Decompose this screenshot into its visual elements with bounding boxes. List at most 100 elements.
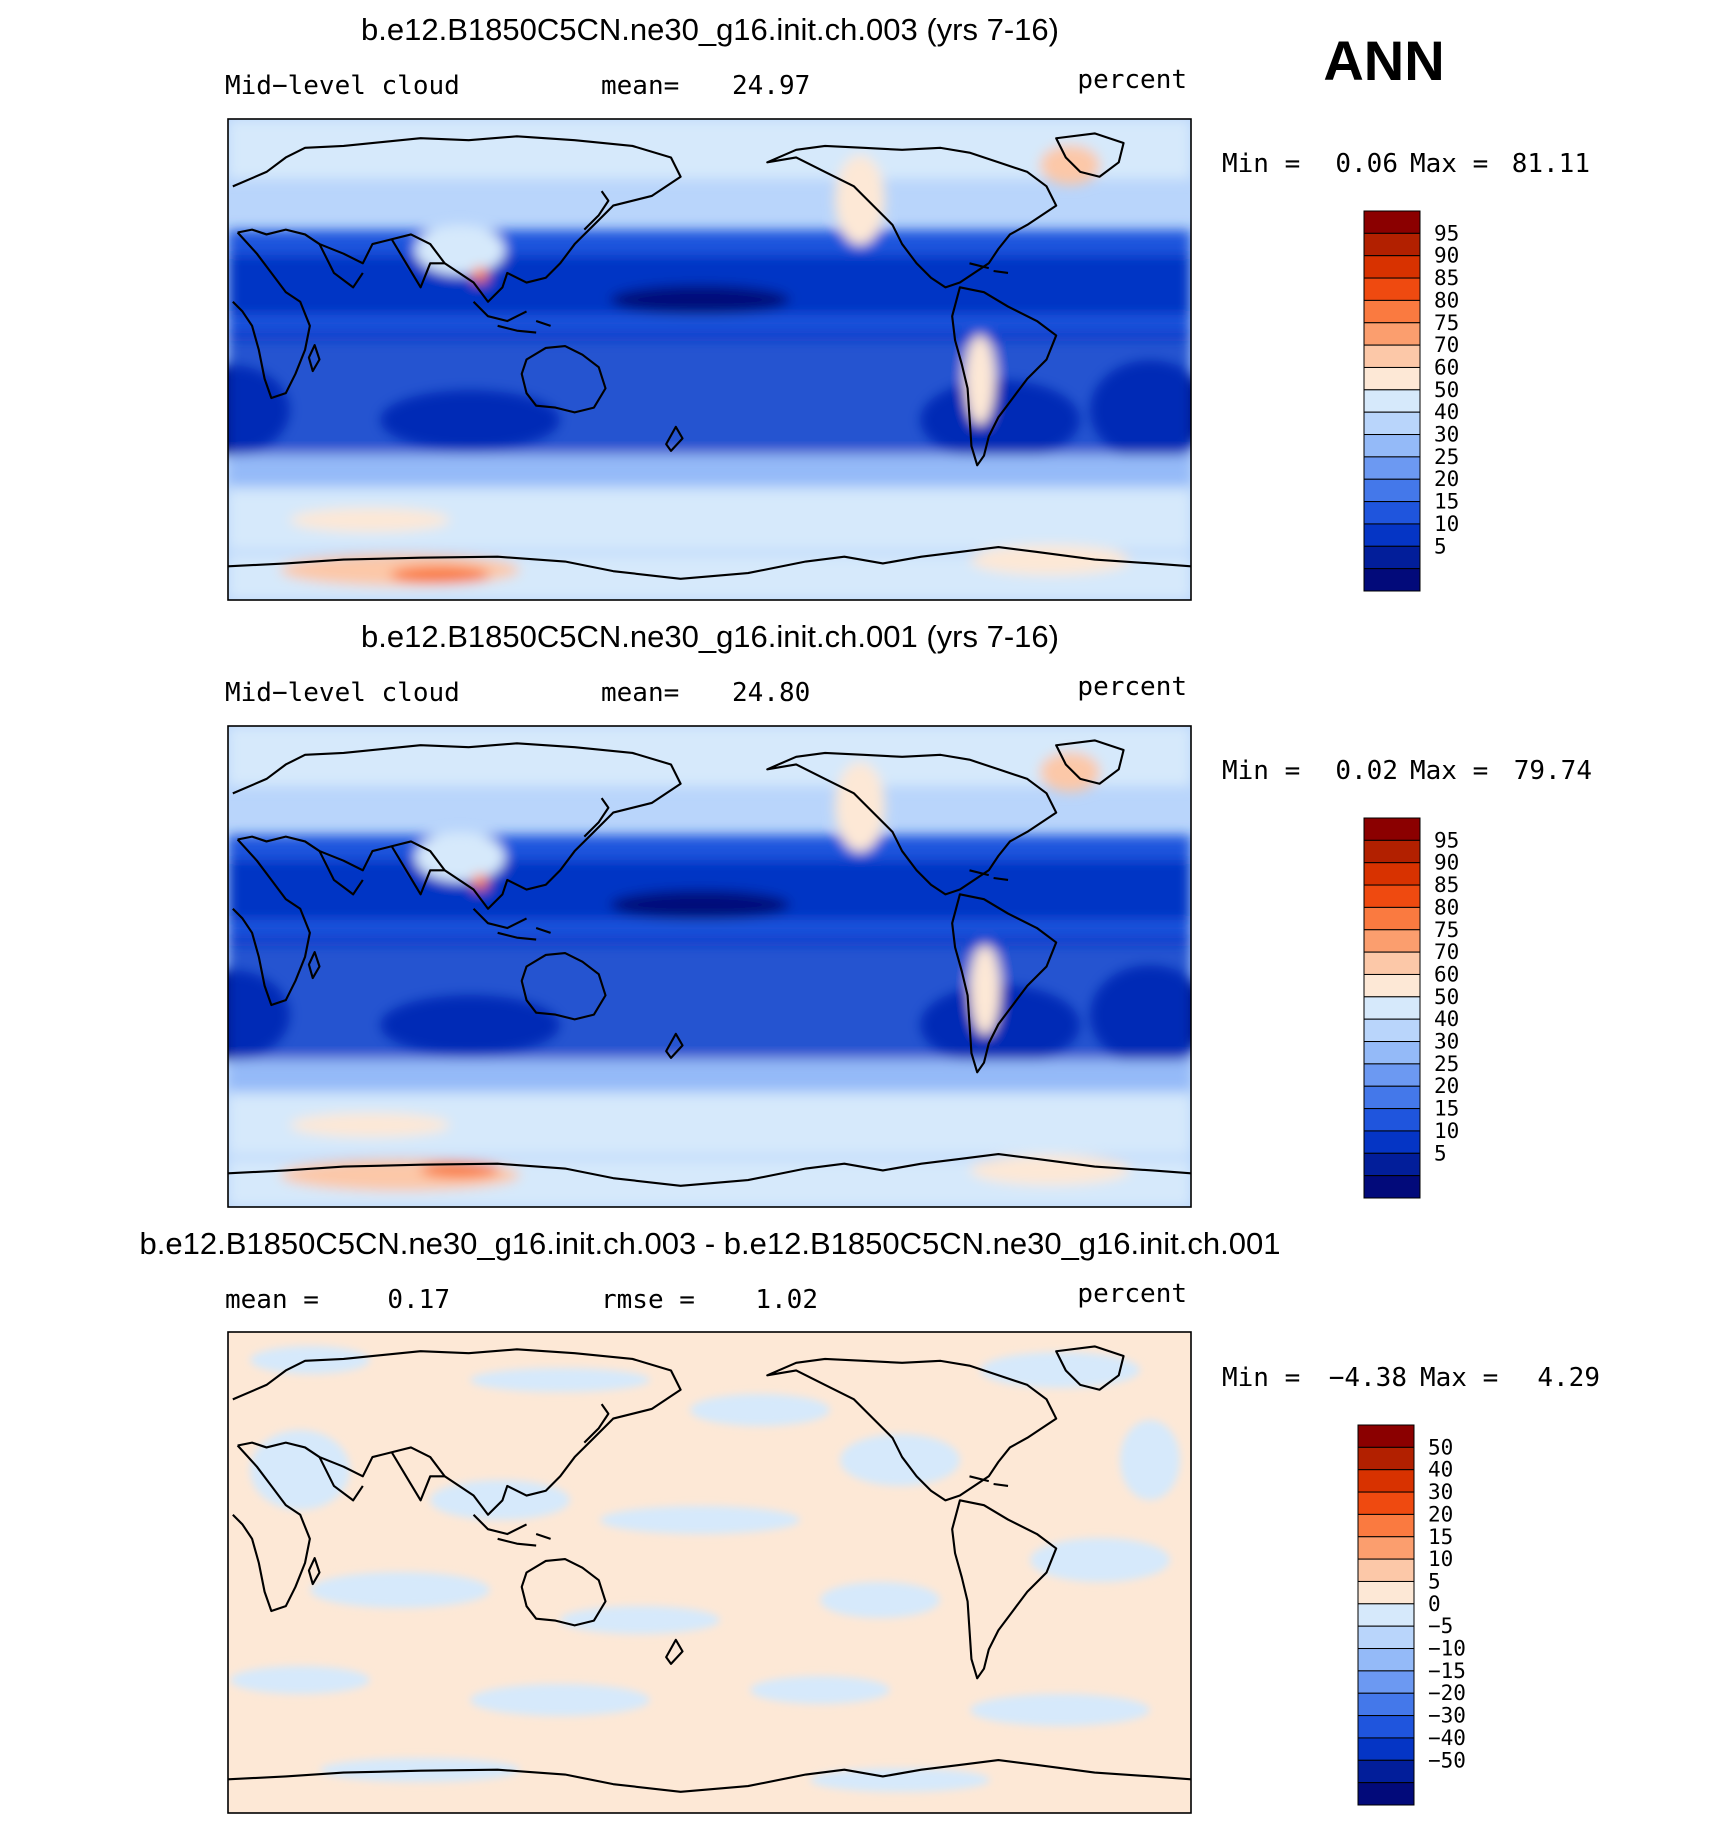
colorbar-label: 50 xyxy=(1434,378,1459,402)
colorbar-swatch xyxy=(1358,1738,1414,1760)
colorbar-swatch xyxy=(1364,256,1420,278)
map-field xyxy=(170,119,1210,600)
panel-1: b.e12.B1850C5CN.ne30_g16.init.ch.003 (yr… xyxy=(170,12,1590,600)
colorbar-label: 50 xyxy=(1428,1435,1453,1459)
max-value: 79.74 xyxy=(1514,756,1592,786)
colorbar-swatch xyxy=(1364,412,1420,434)
colorbar-swatch xyxy=(1364,952,1420,974)
min-label: Min = xyxy=(1222,149,1300,179)
colorbar-swatch xyxy=(1364,233,1420,255)
colorbar-swatch xyxy=(1364,1019,1420,1041)
min-label: Min = xyxy=(1222,756,1300,786)
colorbar-label: −30 xyxy=(1428,1704,1466,1728)
max-label: Max = xyxy=(1410,756,1488,786)
colorbar-label: 85 xyxy=(1434,266,1459,290)
colorbar-swatch xyxy=(1364,1086,1420,1108)
colorbar-label: 30 xyxy=(1434,1030,1459,1054)
min-value: 0.06 xyxy=(1335,149,1398,179)
colorbar-swatch xyxy=(1364,323,1420,345)
colorbar-swatch xyxy=(1364,524,1420,546)
colorbar-label: 50 xyxy=(1434,985,1459,1009)
colorbar-swatch xyxy=(1364,863,1420,885)
colorbar-label: −15 xyxy=(1428,1659,1466,1683)
colorbar-swatch xyxy=(1358,1626,1414,1648)
max-value: 81.11 xyxy=(1512,149,1590,179)
colorbar-swatch xyxy=(1358,1581,1414,1603)
colorbar-label: 5 xyxy=(1434,534,1447,558)
colorbar-swatch xyxy=(1358,1760,1414,1782)
units-label: percent xyxy=(1077,672,1187,702)
units-label: percent xyxy=(1077,65,1187,95)
colorbar-label: 40 xyxy=(1428,1458,1453,1482)
units-label: percent xyxy=(1077,1279,1187,1309)
colorbar-swatch xyxy=(1364,345,1420,367)
colorbar-swatch xyxy=(1364,1131,1420,1153)
min-value: −4.38 xyxy=(1329,1363,1407,1393)
colorbar-swatch xyxy=(1364,885,1420,907)
colorbar-label: 70 xyxy=(1434,333,1459,357)
colorbar-swatch xyxy=(1358,1671,1414,1693)
colorbar-label: 25 xyxy=(1434,1052,1459,1076)
panel-title: b.e12.B1850C5CN.ne30_g16.init.ch.003 - b… xyxy=(140,1226,1281,1261)
colorbar-label: −5 xyxy=(1428,1614,1453,1638)
colorbar-label: 0 xyxy=(1428,1592,1441,1616)
colorbar-swatch xyxy=(1364,546,1420,568)
colorbar-swatch xyxy=(1358,1783,1414,1805)
colorbar-label: 20 xyxy=(1434,1074,1459,1098)
colorbar-swatch xyxy=(1364,1153,1420,1175)
mean-value: 24.80 xyxy=(732,678,810,708)
colorbar-label: 5 xyxy=(1434,1141,1447,1165)
colorbar-swatch xyxy=(1364,502,1420,524)
colorbar-label: 60 xyxy=(1434,962,1459,986)
max-value: 4.29 xyxy=(1537,1363,1600,1393)
colorbar-swatch xyxy=(1364,390,1420,412)
panel-difference: b.e12.B1850C5CN.ne30_g16.init.ch.003 - b… xyxy=(140,1226,1600,1813)
rmse-value: 1.02 xyxy=(755,1285,818,1315)
colorbar-swatch xyxy=(1364,818,1420,840)
mean-value: 0.17 xyxy=(387,1285,450,1315)
colorbar-label: −20 xyxy=(1428,1681,1466,1705)
variable-label: Mid−level cloud xyxy=(225,71,460,101)
colorbar-swatch xyxy=(1358,1649,1414,1671)
colorbar-swatch xyxy=(1364,1176,1420,1198)
colorbar-label: 30 xyxy=(1428,1480,1453,1504)
colorbar-swatch xyxy=(1364,367,1420,389)
colorbar-swatch xyxy=(1364,907,1420,929)
colorbar-label: 15 xyxy=(1434,490,1459,514)
colorbar-label: 90 xyxy=(1434,851,1459,875)
panel-title: b.e12.B1850C5CN.ne30_g16.init.ch.001 (yr… xyxy=(361,619,1059,654)
colorbar-label: 20 xyxy=(1428,1502,1453,1526)
colorbar-label: 15 xyxy=(1428,1525,1453,1549)
colorbar-label: 30 xyxy=(1434,423,1459,447)
colorbar-swatch xyxy=(1364,997,1420,1019)
colorbar-swatch xyxy=(1358,1470,1414,1492)
mean-label: mean = xyxy=(225,1285,319,1315)
colorbar-label: 40 xyxy=(1434,400,1459,424)
colorbar-label: −10 xyxy=(1428,1637,1466,1661)
colorbar-swatch xyxy=(1364,1064,1420,1086)
colorbar-swatch xyxy=(1364,211,1420,233)
season-label: ANN xyxy=(1323,29,1444,92)
colorbar-swatch xyxy=(1358,1514,1414,1536)
colorbar-label: 10 xyxy=(1434,512,1459,536)
colorbar-swatch xyxy=(1358,1716,1414,1738)
colorbar-swatch xyxy=(1358,1425,1414,1447)
map-field xyxy=(170,726,1210,1207)
colorbar-swatch xyxy=(1358,1693,1414,1715)
variable-label: Mid−level cloud xyxy=(225,678,460,708)
colorbar-label: 85 xyxy=(1434,873,1459,897)
colorbar-swatch xyxy=(1364,840,1420,862)
mean-label: mean= xyxy=(601,678,679,708)
mean-label: mean= xyxy=(601,71,679,101)
colorbar-label: −50 xyxy=(1428,1748,1466,1772)
colorbar-label: 20 xyxy=(1434,467,1459,491)
colorbar-swatch xyxy=(1364,300,1420,322)
panel-title: b.e12.B1850C5CN.ne30_g16.init.ch.003 (yr… xyxy=(361,12,1059,47)
colorbar-label: 40 xyxy=(1434,1007,1459,1031)
colorbar-label: 25 xyxy=(1434,445,1459,469)
colorbar-swatch xyxy=(1364,569,1420,591)
map-field xyxy=(228,1332,1191,1813)
